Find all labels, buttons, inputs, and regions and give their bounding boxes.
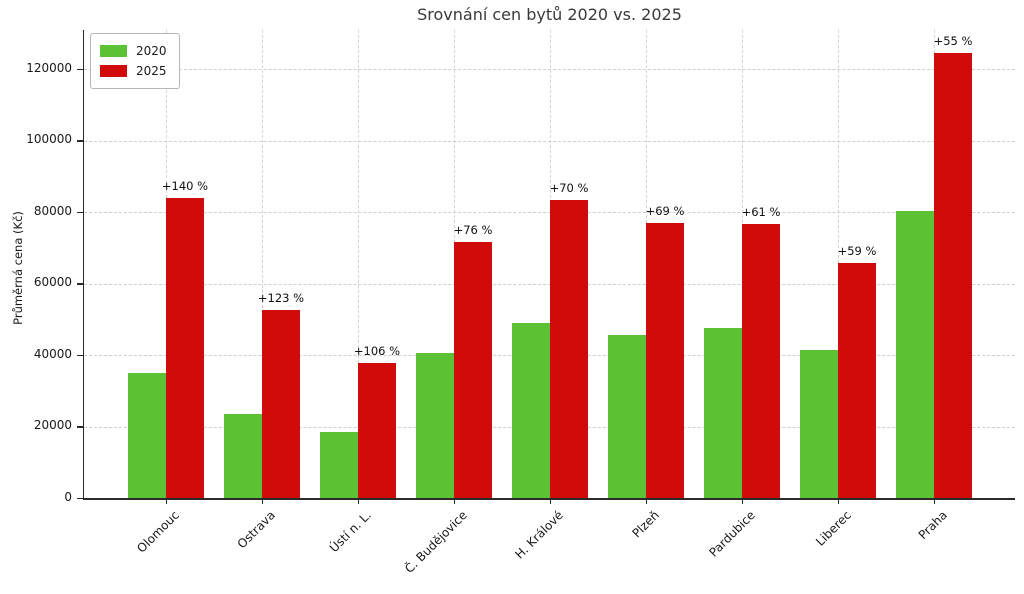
bar-2025-praha: [934, 52, 972, 498]
legend-row-2025: 2025: [100, 61, 167, 81]
horizontal-gridline: [84, 283, 1015, 285]
y-tick-label: 0: [64, 489, 72, 504]
x-axis-spine: [82, 498, 1015, 500]
annotation-olomouc: +140 %: [161, 178, 209, 193]
y-tick-mark: [77, 426, 83, 428]
x-tick-mark: [645, 498, 647, 504]
legend-label-2020: 2020: [136, 44, 167, 58]
y-tick-mark: [77, 497, 83, 499]
annotation-st-n-l: +106 %: [353, 343, 401, 358]
legend-swatch-2025: [100, 65, 127, 77]
bar-2025-h-kr-lov: [550, 200, 588, 498]
y-tick-label: 100000: [26, 132, 72, 147]
bar-2020-praha: [896, 210, 934, 498]
y-tick-mark: [77, 354, 83, 357]
x-tick-mark: [549, 498, 551, 504]
bar-2020-olomouc: [128, 372, 166, 498]
bar-2025-olomouc: [166, 197, 204, 498]
bar-2020-bud-jovice: [416, 352, 454, 498]
y-axis-spine: [82, 30, 84, 500]
y-tick-mark: [77, 140, 83, 142]
annotation-praha: +55 %: [933, 33, 973, 48]
annotation-pardubice: +61 %: [741, 205, 781, 220]
y-tick-label: 60000: [33, 275, 72, 290]
x-tick-mark: [933, 498, 935, 504]
bar-2020-pardubice: [704, 327, 742, 498]
bar-2025-ostrava: [262, 310, 300, 498]
bar-2020-liberec: [800, 350, 838, 498]
bar-2025-plze: [646, 222, 684, 498]
x-tick-label-olomouc: Olomouc: [134, 508, 182, 556]
y-tick-mark: [77, 283, 83, 285]
annotation-liberec: +59 %: [837, 243, 877, 258]
annotation-bud-jovice: +76 %: [453, 223, 493, 238]
legend-row-2020: 2020: [100, 41, 167, 61]
annotation-h-kr-lov: +70 %: [549, 181, 589, 196]
legend-label-2025: 2025: [136, 64, 167, 78]
bar-2025-st-n-l: [358, 362, 396, 498]
bar-2025-pardubice: [742, 224, 780, 498]
bar-2020-plze: [608, 335, 646, 498]
bar-2025-bud-jovice: [454, 242, 492, 498]
horizontal-gridline: [84, 140, 1015, 142]
y-axis-label: Průměrná cena (Kč): [11, 211, 25, 325]
y-tick-mark: [77, 211, 83, 214]
y-tick-label: 20000: [33, 418, 72, 433]
chart-title: Srovnání cen bytů 2020 vs. 2025: [417, 5, 682, 24]
plot-area: +140 % +123 % +106 % +76 % +70 % +69 % +61 % +5…: [26, 30, 1015, 576]
x-tick-mark: [165, 498, 167, 504]
y-tick-mark: [77, 68, 83, 71]
x-tick-mark: [741, 498, 743, 504]
y-tick-label: 40000: [33, 346, 72, 361]
annotation-ostrava: +123 %: [257, 291, 305, 306]
x-tick-mark: [261, 498, 263, 504]
bar-2020-st-n-l: [320, 432, 358, 498]
bar-2025-liberec: [838, 262, 876, 498]
y-tick-label: 80000: [33, 203, 72, 218]
horizontal-gridline: [84, 212, 1015, 214]
horizontal-gridline: [84, 69, 1015, 71]
y-tick-label: 120000: [26, 60, 72, 75]
bar-2020-ostrava: [224, 413, 262, 498]
annotation-plze: +69 %: [645, 203, 685, 218]
x-tick-mark: [357, 498, 359, 504]
x-tick-mark: [453, 498, 455, 504]
legend: 2020 2025: [90, 33, 180, 89]
legend-swatch-2020: [100, 45, 127, 57]
bar-2020-h-kr-lov: [512, 322, 550, 498]
vertical-gridline: [358, 30, 359, 498]
vertical-gridline: [262, 30, 263, 498]
x-tick-mark: [837, 498, 839, 504]
